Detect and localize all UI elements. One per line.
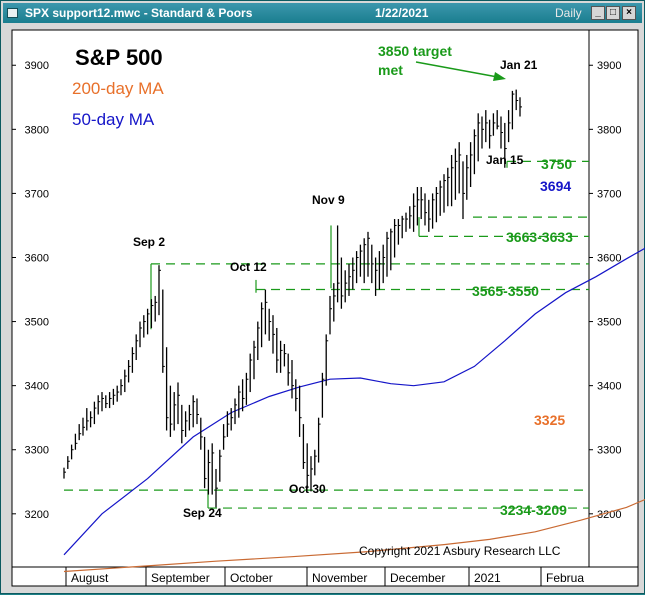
x-tick-label-1: September — [151, 571, 210, 585]
ma200-line — [63, 498, 645, 573]
annotation-nov-9: Nov 9 — [312, 193, 345, 207]
target-arrow-head — [493, 72, 506, 81]
y-tick-label-left-3900: 3900 — [25, 60, 49, 72]
band-label-3750: 3750 — [541, 156, 572, 172]
y-tick-label-left-3300: 3300 — [25, 445, 49, 457]
annotation-jan-15: Jan 15 — [486, 153, 524, 167]
chart-title: S&P 500 — [75, 45, 163, 70]
maximize-button[interactable]: □ — [606, 6, 620, 20]
y-tick-label-right-3200: 3200 — [597, 509, 621, 521]
close-button[interactable]: × — [622, 6, 636, 20]
band-label-3663-3633: 3663-3633 — [506, 229, 573, 245]
copyright-text: Copyright 2021 Asbury Research LLC — [359, 544, 561, 558]
y-tick-label-right-3600: 3600 — [597, 252, 621, 264]
annotation-oct-12: Oct 12 — [230, 260, 267, 274]
legend-50-day-ma: 50-day MA — [72, 110, 155, 129]
x-tick-label-0: August — [71, 571, 109, 585]
y-tick-label-right-3500: 3500 — [597, 317, 621, 329]
y-tick-label-left-3700: 3700 — [25, 188, 49, 200]
target-text-line2: met — [378, 62, 403, 78]
x-tick-label-3: November — [312, 571, 367, 585]
target-arrow-line — [415, 61, 504, 79]
annotation-sep-2: Sep 2 — [133, 235, 165, 249]
y-tick-label-right-3700: 3700 — [597, 188, 621, 200]
x-tick-label-5: 2021 — [474, 571, 501, 585]
window-title: SPX support12.mwc - Standard & Poors — [25, 6, 253, 20]
band-label-3565-3550: 3565-3550 — [472, 283, 539, 299]
ma200-value-label: 3325 — [534, 412, 565, 428]
x-tick-label-6: Februa — [546, 571, 584, 585]
annotation-sep-24: Sep 24 — [183, 506, 222, 520]
y-tick-label-left-3800: 3800 — [25, 124, 49, 136]
y-tick-label-right-3900: 3900 — [597, 60, 621, 72]
x-tick-label-2: October — [230, 571, 273, 585]
band-label-3234-3209: 3234-3209 — [500, 502, 567, 518]
window-period: Daily — [555, 6, 582, 20]
x-tick-label-4: December — [390, 571, 445, 585]
x-axis-area — [11, 566, 639, 587]
title-bar[interactable]: SPX support12.mwc - Standard & Poors 1/2… — [3, 3, 642, 23]
y-tick-label-left-3600: 3600 — [25, 252, 49, 264]
y-tick-label-left-3400: 3400 — [25, 381, 49, 393]
window-icon — [7, 8, 18, 18]
y-tick-label-left-3200: 3200 — [25, 509, 49, 521]
target-text-line1: 3850 target — [378, 43, 452, 59]
minimize-button[interactable]: _ — [591, 6, 605, 20]
legend-200-day-ma: 200-day MA — [72, 79, 164, 98]
right-axis-area — [588, 29, 639, 568]
y-tick-label-left-3500: 3500 — [25, 317, 49, 329]
y-tick-label-right-3800: 3800 — [597, 124, 621, 136]
annotation-oct-30: Oct 30 — [289, 482, 326, 496]
y-tick-label-right-3400: 3400 — [597, 381, 621, 393]
ma50-line — [63, 247, 645, 556]
y-tick-label-right-3300: 3300 — [597, 445, 621, 457]
ma50-value-label: 3694 — [540, 178, 571, 194]
window-date: 1/22/2021 — [375, 6, 429, 20]
annotation-jan-21: Jan 21 — [500, 58, 538, 72]
